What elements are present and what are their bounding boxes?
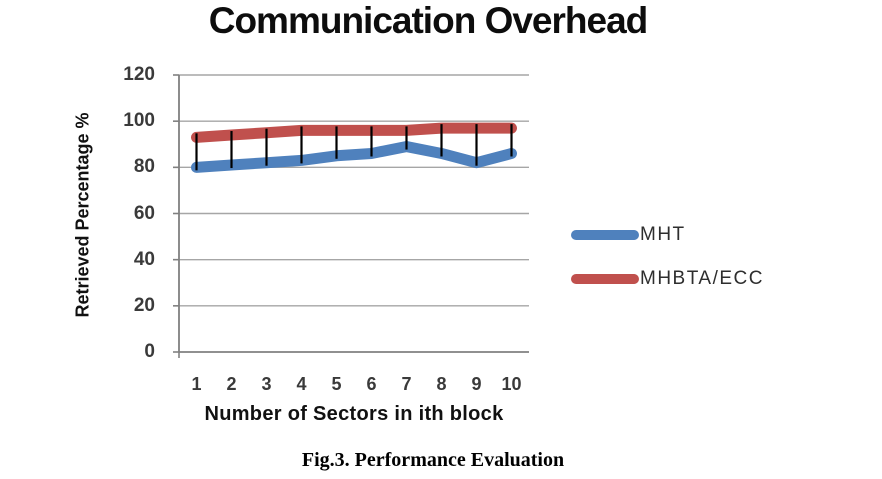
y-tick-label-0: 0 <box>144 341 155 362</box>
figure-caption: Fig.3. Performance Evaluation <box>301 449 565 471</box>
x-tick-label-10: 10 <box>501 374 522 394</box>
legend-swatch-mhbta-ecc <box>571 274 639 284</box>
x-tick-label-1: 1 <box>191 374 202 394</box>
x-tick-label-8: 8 <box>436 374 447 394</box>
x-tick-label-7: 7 <box>401 374 412 394</box>
legend-swatch-mht <box>571 230 639 240</box>
plot-area <box>173 74 529 358</box>
x-tick-label-4: 4 <box>296 374 307 394</box>
y-tick-label-40: 40 <box>133 248 155 270</box>
series-line-mhbta-ecc <box>191 122 517 143</box>
y-tick-label-80: 80 <box>133 156 155 178</box>
x-axis-title: Number of Sectors in ith block <box>204 403 504 425</box>
x-tick-label-3: 3 <box>261 374 272 394</box>
x-tick-label-6: 6 <box>366 374 377 394</box>
y-tick-label-60: 60 <box>133 202 155 224</box>
legend-item-mhbta-ecc: MHBTA/ECC <box>571 265 831 293</box>
x-tick-label-9: 9 <box>471 374 482 394</box>
legend-item-mht: MHT <box>571 221 831 249</box>
y-tick-label-100: 100 <box>123 110 155 132</box>
chart-title: Communication Overhead <box>208 0 649 41</box>
x-tick-label-2: 2 <box>226 374 237 394</box>
x-tick-label-5: 5 <box>331 374 342 394</box>
legend: MHT MHBTA/ECC <box>571 221 831 309</box>
y-tick-label-20: 20 <box>133 294 155 316</box>
legend-label-mhbta-ecc: MHBTA/ECC <box>640 268 764 289</box>
legend-label-mht: MHT <box>640 224 686 245</box>
series-line-mht <box>191 141 517 173</box>
y-tick-label-120: 120 <box>123 64 155 85</box>
